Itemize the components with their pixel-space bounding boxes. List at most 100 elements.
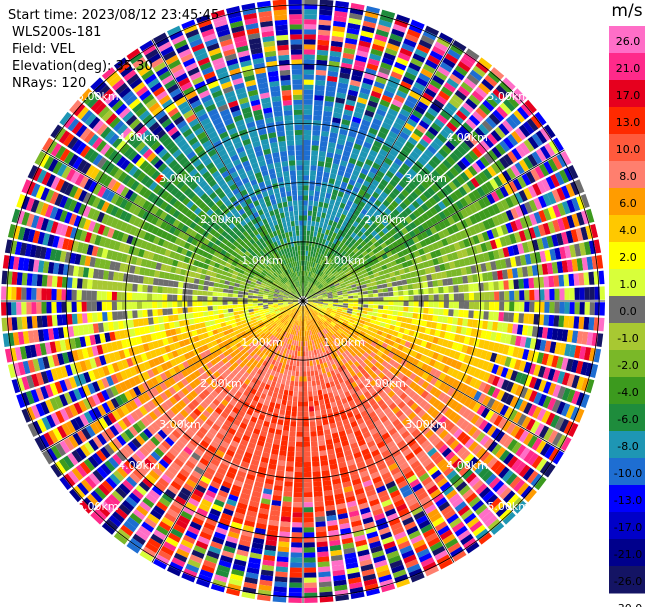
gate-cell: [307, 302, 313, 306]
gate-cell: [316, 211, 322, 218]
gate-cell: [287, 446, 295, 452]
gate-cell: [523, 313, 530, 324]
gate-cell: [514, 384, 524, 397]
gate-cell: [317, 258, 322, 265]
gate-cell: [278, 455, 287, 462]
gate-cell: [526, 350, 535, 362]
gate-cell: [406, 259, 413, 267]
gate-cell: [495, 332, 502, 343]
gate-cell: [378, 230, 385, 238]
gate-cell: [316, 292, 322, 296]
gate-cell: [455, 361, 463, 370]
gate-cell: [453, 259, 461, 268]
gate-cell: [497, 248, 505, 259]
gate-cell: [406, 278, 413, 284]
gate-cell: [564, 288, 570, 300]
gate-cell: [303, 341, 306, 347]
gate-cell: [320, 288, 326, 292]
gate-cell: [437, 256, 444, 264]
gate-cell: [395, 321, 402, 327]
gate-cell: [453, 293, 459, 301]
gate-cell: [309, 175, 316, 181]
gate-cell: [552, 204, 562, 218]
gate-cell: [458, 301, 465, 309]
gate-cell: [391, 162, 401, 171]
gate-cell: [286, 456, 295, 462]
gate-cell: [325, 90, 336, 97]
gate-cell: [434, 41, 448, 52]
gate-cell: [556, 233, 564, 246]
gate-cell: [524, 301, 530, 312]
gate-cell: [344, 246, 350, 253]
gate-cell: [335, 312, 342, 316]
gate-cell: [345, 32, 359, 40]
gate-cell: [357, 237, 364, 244]
gate-cell: [543, 161, 554, 175]
gate-cell: [321, 289, 326, 293]
gate-cell: [450, 269, 457, 277]
gate-cell: [304, 14, 317, 20]
gate-cell: [459, 363, 468, 372]
gate-cell: [481, 231, 490, 242]
gate-cell: [317, 294, 323, 297]
gate-cell: [457, 85, 471, 97]
gate-cell: [304, 542, 315, 548]
gate-cell: [305, 292, 309, 297]
gate-cell: [334, 102, 345, 109]
gate-cell: [403, 267, 410, 274]
gate-cell: [318, 155, 326, 162]
gate-cell: [575, 227, 584, 242]
gate-cell: [334, 282, 340, 287]
gate-cell: [304, 34, 316, 40]
gate-cell: [424, 237, 432, 246]
gate-cell: [378, 19, 393, 28]
gate-cell: [440, 187, 450, 197]
gate-cell: [489, 352, 498, 363]
gate-cell: [359, 247, 366, 254]
gate-cell: [358, 189, 366, 197]
gate-cell: [475, 348, 483, 358]
gate-cell: [492, 88, 506, 101]
gate-cell: [319, 140, 328, 147]
gate-cell: [485, 96, 498, 108]
gate-cell: [303, 466, 312, 473]
gate-cell: [481, 120, 494, 132]
gate-cell: [372, 162, 381, 170]
gate-cell: [358, 298, 364, 301]
gate-cell: [314, 511, 325, 518]
gate-cell: [588, 240, 597, 255]
gate-cell: [311, 284, 316, 290]
gate-cell: [311, 375, 316, 382]
gate-cell: [464, 206, 474, 216]
gate-cell: [307, 251, 311, 257]
gate-cell: [319, 278, 325, 284]
gate-cell: [544, 302, 550, 313]
gate-cell: [456, 343, 464, 352]
gate-cell: [448, 285, 454, 293]
gate-cell: [559, 302, 565, 314]
gate-cell: [358, 322, 364, 328]
gate-cell: [312, 278, 316, 284]
gate-cell: [433, 294, 439, 301]
gate-cell: [434, 265, 441, 273]
gate-cell: [356, 325, 363, 331]
gate-cell: [308, 300, 314, 301]
gate-cell: [367, 290, 374, 294]
gate-cell: [439, 330, 446, 339]
gate-cell: [401, 279, 408, 285]
gate-cell: [528, 376, 538, 389]
gate-cell: [431, 322, 438, 329]
gate-cell: [438, 308, 444, 316]
gate-cell: [338, 299, 344, 301]
gate-cell: [313, 110, 323, 116]
gate-cell: [335, 265, 341, 271]
gate-cell: [513, 279, 520, 290]
gate-cell: [316, 49, 329, 56]
gate-cell: [349, 7, 364, 16]
gate-cell: [474, 86, 488, 99]
gate-cell: [425, 228, 433, 237]
gate-cell: [380, 279, 387, 284]
gate-cell: [314, 100, 324, 106]
gate-cell: [543, 276, 550, 288]
gate-cell: [327, 147, 335, 154]
